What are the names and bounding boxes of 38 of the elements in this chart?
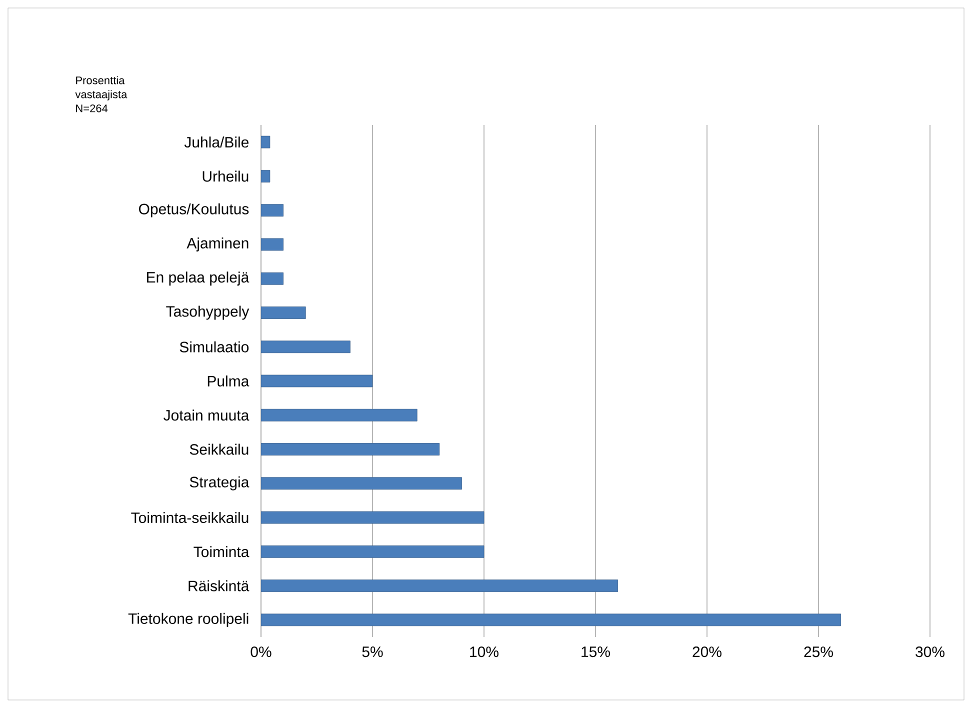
x-tick-label: 30% [916,646,944,658]
y-tick-label: Urheilu [202,170,248,182]
y-tick-label: Opetus/Koulutus [139,203,249,218]
bar [261,306,306,319]
y-tick-label: Toiminta [194,546,250,558]
x-tick-label: 15% [582,646,610,658]
x-tick-label: 20% [692,646,722,658]
y-tick-label: Seikkailu [190,444,248,455]
bar [261,374,373,388]
x-tick-label: 5% [362,646,383,658]
bar [261,614,842,626]
y-tick-label: En pelaa pelejä [147,272,250,286]
x-tick-label: 10% [470,646,498,658]
bar [261,545,484,558]
bar [261,477,462,490]
x-tick-label: 25% [804,646,833,658]
bar [261,238,284,251]
bar [261,580,618,592]
y-tick-label: Toiminta-seikkailu [131,512,248,524]
bar [261,272,284,285]
y-tick-label: Ajaminen [186,237,248,252]
x-tick-label: 0% [250,646,272,658]
bar [261,204,284,217]
y-tick-label: Pulma [208,375,250,386]
bar [261,340,350,354]
bar [261,136,270,148]
y-tick-label: Tietokone roolipeli [128,612,248,627]
y-tick-label: Juhla/Bile [184,136,249,148]
text: Prosenttia vastaajista N=264 [75,76,128,112]
bar [261,511,484,524]
y-tick-label: Simulaatio [180,341,249,352]
y-tick-label: Räiskintä [188,580,250,592]
y-tick-label: Strategia [190,476,250,490]
y-tick-label: Tasohyppely [166,306,250,320]
bar [261,443,440,456]
bar [261,408,418,422]
y-tick-label: Jotain muuta [164,410,250,421]
bar [261,170,270,182]
